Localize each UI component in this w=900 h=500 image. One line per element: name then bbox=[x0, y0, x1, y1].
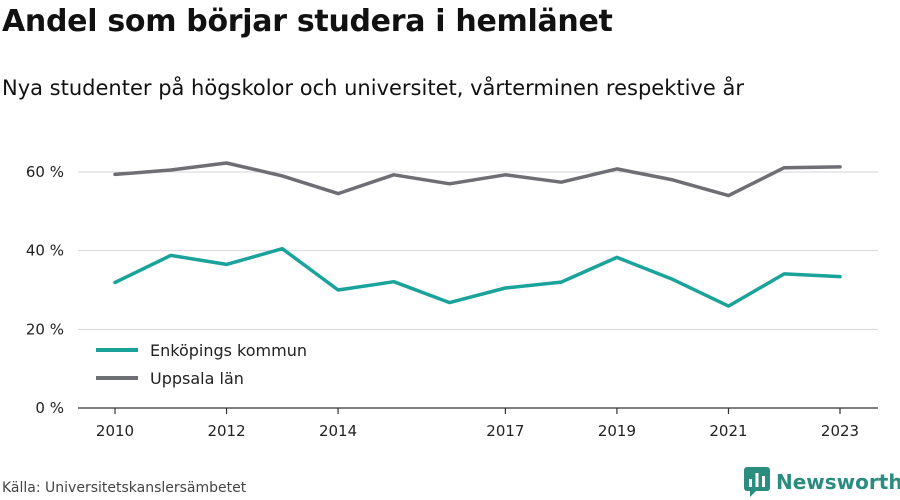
x-tick-label: 2017 bbox=[486, 422, 524, 440]
x-axis-ticks: 2010 2012 2014 2017 2019 2021 2023 bbox=[96, 408, 859, 440]
y-tick-label: 60 % bbox=[26, 163, 64, 181]
y-tick-label: 20 % bbox=[26, 320, 64, 338]
y-tick-label: 40 % bbox=[26, 242, 64, 260]
series-line-uppsala-lan bbox=[113, 161, 842, 198]
x-tick-label: 2014 bbox=[319, 422, 357, 440]
x-tick-label: 2019 bbox=[598, 422, 636, 440]
x-tick-label: 2010 bbox=[96, 422, 134, 440]
y-tick-label: 0 % bbox=[35, 399, 64, 417]
legend: Enköpings kommun Uppsala län bbox=[96, 341, 307, 388]
y-axis-ticks: 0 % 20 % 40 % 60 % bbox=[26, 163, 64, 417]
legend-label: Uppsala län bbox=[150, 369, 244, 388]
legend-label: Enköpings kommun bbox=[150, 341, 307, 360]
x-tick-label: 2012 bbox=[207, 422, 245, 440]
chart-subtitle: Nya studenter på högskolor och universit… bbox=[2, 76, 744, 100]
series-lines bbox=[113, 161, 842, 308]
newsworthy-logo[interactable]: Newsworthy bbox=[744, 466, 900, 498]
chart-title: Andel som börjar studera i hemlänet bbox=[2, 4, 613, 39]
series-line-enkopings-kommun bbox=[113, 246, 842, 308]
x-tick-label: 2023 bbox=[821, 422, 859, 440]
source-note: Källa: Universitetskanslersämbetet bbox=[2, 480, 247, 496]
x-tick-label: 2021 bbox=[709, 422, 747, 440]
newsworthy-logo-icon bbox=[744, 467, 770, 497]
grid-lines bbox=[78, 171, 878, 330]
brand-name: Newsworthy bbox=[776, 470, 900, 494]
